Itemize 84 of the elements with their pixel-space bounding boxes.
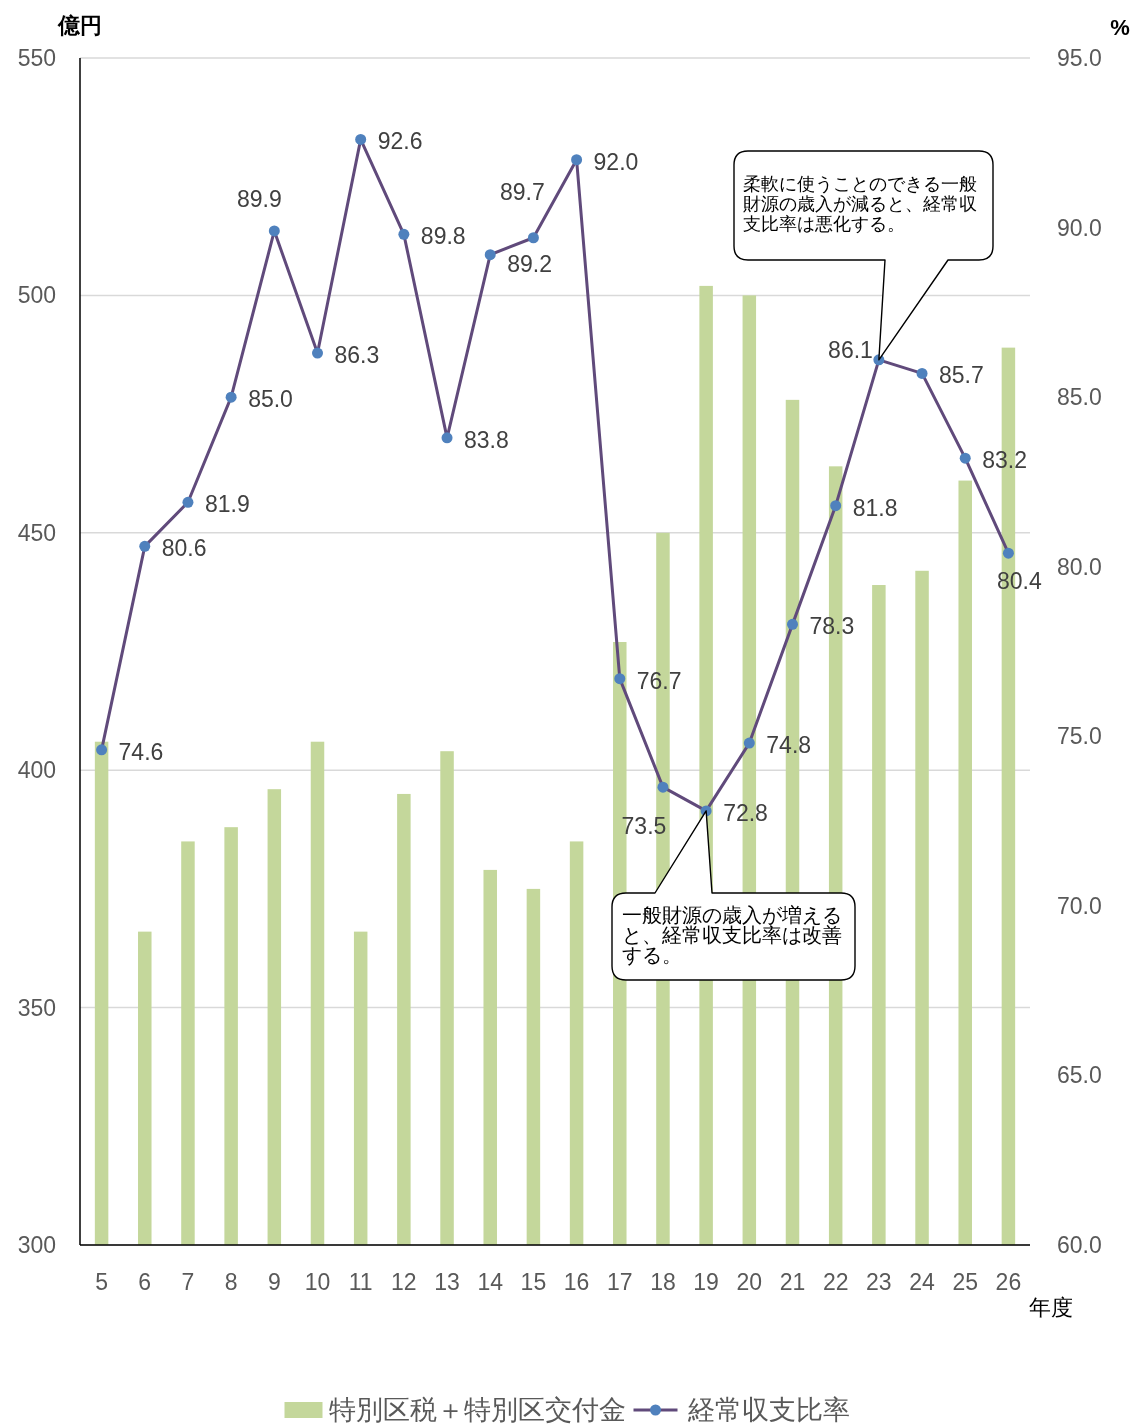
data-label: 81.8 [852,494,898,521]
data-label: 89.2 [507,250,552,277]
legend-label: 経常収支比率 [686,1395,850,1425]
x-tick-label: 15 [520,1269,547,1295]
point [916,367,928,379]
x-tick-label: 11 [348,1269,373,1295]
data-label: 83.8 [464,426,509,453]
y2-tick-label: 65.0 [1057,1062,1102,1089]
x-tick-label: 10 [304,1269,331,1295]
x-tick-label: 16 [563,1269,590,1295]
x-tick-label: 8 [224,1269,238,1295]
x-tick-label: 7 [181,1269,195,1295]
data-label: 85.7 [939,362,984,389]
y2-tick-label: 80.0 [1057,553,1102,580]
x-tick-label: 22 [822,1269,849,1295]
x-tick-label: 17 [606,1269,633,1295]
y2-tick-label: 85.0 [1057,384,1102,411]
y2-tick-label: 95.0 [1057,45,1102,71]
data-label: 83.2 [982,447,1027,474]
point [830,500,842,512]
x-tick-label: 5 [95,1269,108,1295]
data-label: 92.0 [593,148,639,175]
point [225,391,237,403]
x-tick-label: 12 [391,1269,417,1295]
point [139,540,151,552]
point [743,737,755,749]
point [614,673,626,685]
y-tick-label: 500 [17,282,56,309]
data-label: 73.5 [621,813,667,840]
y-tick-label: 550 [17,45,56,71]
x-tick-label: 24 [909,1269,936,1295]
data-label: 80.4 [997,568,1042,595]
data-label: 89.8 [420,223,466,250]
data-label: 86.3 [334,342,380,369]
point [268,225,280,237]
point [398,228,410,240]
y2-tick-label: 75.0 [1057,723,1102,750]
x-tick-label: 25 [952,1269,979,1295]
data-label: 80.6 [161,535,207,562]
x-axis-title: 年度 [1029,1294,1073,1320]
x-tick-label: 26 [995,1269,1022,1295]
point [182,496,194,508]
data-label: 89.9 [236,185,282,212]
y-tick-label: 300 [17,1232,56,1258]
x-tick-label: 20 [736,1269,763,1295]
point [527,232,539,244]
data-label: 81.9 [204,491,250,518]
y2-tick-label: 90.0 [1057,214,1102,241]
y2-tick-label: 60.0 [1057,1232,1102,1258]
annotation: 柔軟に使うことのできる一般財源の歳入が減ると、経常収支比率は悪化する。 [743,174,977,235]
y-tick-label: 400 [17,757,56,784]
x-tick-label: 21 [779,1269,806,1295]
point [441,432,453,444]
data-label: 85.0 [248,386,293,413]
x-tick-label: 18 [650,1269,676,1295]
y-tick-label: 450 [17,519,56,546]
data-label: 89.7 [500,178,545,205]
point [1002,547,1014,559]
point [96,744,108,756]
y2-axis-title: % [1110,14,1130,40]
point [959,452,971,464]
x-tick-label: 13 [434,1269,460,1295]
data-label: 74.6 [118,738,164,765]
data-label: 78.3 [809,613,855,640]
x-tick-label: 23 [866,1269,892,1295]
point [657,781,669,793]
point [312,347,323,359]
x-tick-label: 9 [267,1269,281,1295]
data-label: 86.1 [828,336,873,363]
data-label: 72.8 [723,799,768,826]
x-tick-label: 14 [477,1269,504,1295]
y-axis-title: 億円 [57,12,102,38]
point [484,249,496,261]
y2-tick-label: 70.0 [1057,892,1102,919]
annotation: 一般財源の歳入が増えると、経常収支比率は改善する。 [622,904,842,967]
point [355,133,367,145]
data-label: 74.8 [766,732,812,759]
y-tick-label: 350 [17,994,56,1021]
x-tick-label: 19 [693,1269,719,1295]
x-tick-label: 6 [138,1269,152,1295]
point [787,618,798,630]
point [571,154,583,166]
data-label: 76.7 [636,667,682,694]
data-label: 92.6 [377,128,423,155]
